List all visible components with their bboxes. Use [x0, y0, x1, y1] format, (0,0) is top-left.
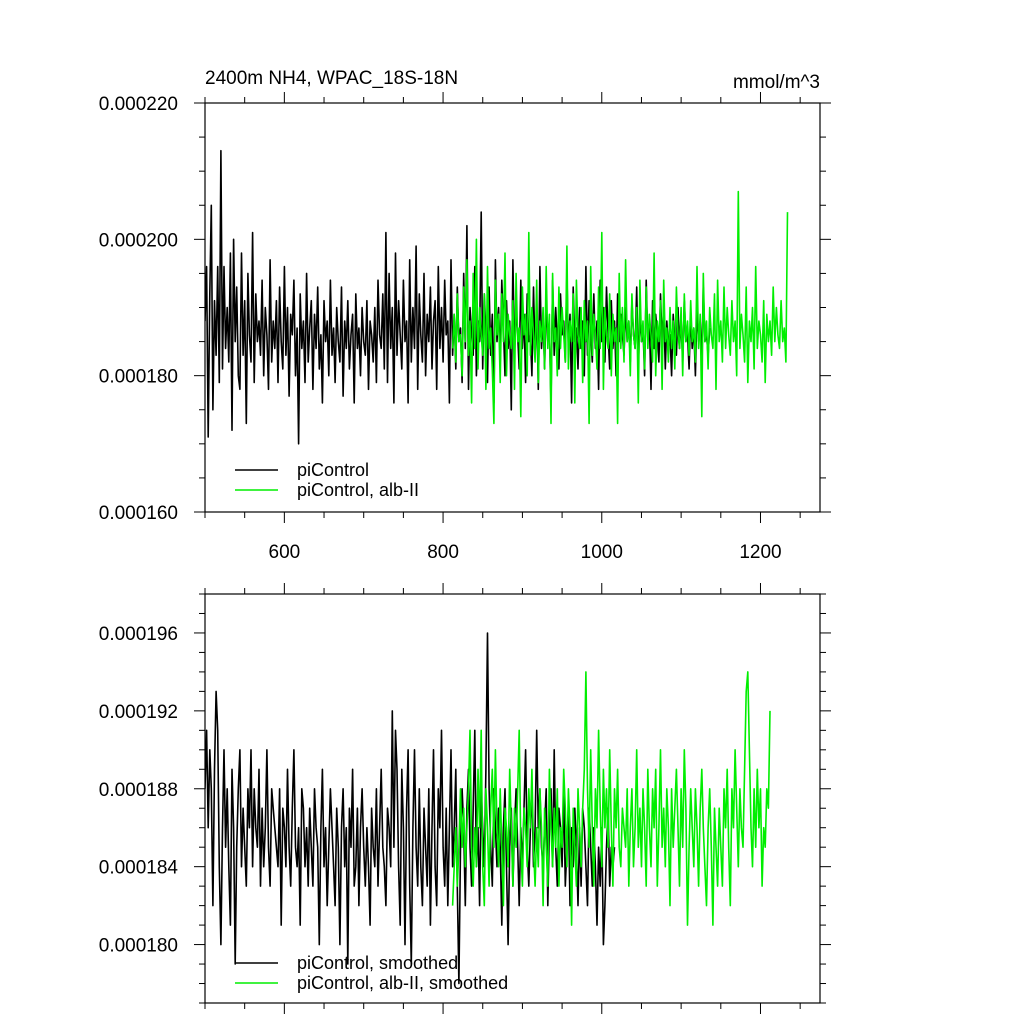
- series-line-1: [451, 671, 771, 926]
- plot-frame: [204, 593, 821, 1004]
- legend-label: piControl: [297, 460, 369, 480]
- y-tick-label: 0.000184: [99, 858, 179, 879]
- top-panel: 600 800 1000 1200 0.000160 0.000180 0.000200 0.…: [99, 68, 831, 563]
- legend-label: piControl, alb-II, smoothed: [297, 973, 508, 993]
- series-line-0: [205, 632, 616, 985]
- y-tick-label: 0.000180: [99, 367, 178, 388]
- y-tick-label: 0.000188: [99, 780, 178, 801]
- x-tick-label: 600: [269, 542, 301, 563]
- y-tick-label: 0.000160: [99, 503, 178, 524]
- chart-title: 2400m NH4, WPAC_18S-18N: [205, 68, 458, 89]
- y-tick-label: 0.000220: [99, 94, 178, 115]
- series-line-1: [451, 190, 789, 425]
- legend-label: piControl, smoothed: [297, 953, 458, 973]
- y-tick-label: 0.000192: [99, 702, 178, 723]
- y-tick-label: 0.000200: [99, 230, 178, 251]
- units-label: mmol/m^3: [733, 72, 820, 93]
- y-tick-label: 0.000196: [99, 624, 178, 645]
- x-tick-label: 800: [427, 542, 459, 563]
- y-tick-label: 0.000180: [99, 936, 178, 957]
- bottom-panel: 0.000180 0.000184 0.000188 0.000192 0.000196…: [99, 583, 831, 1014]
- legend-label: piControl, alb-II: [297, 480, 419, 500]
- x-tick-label: 1200: [739, 542, 781, 563]
- x-tick-label: 1000: [581, 542, 623, 563]
